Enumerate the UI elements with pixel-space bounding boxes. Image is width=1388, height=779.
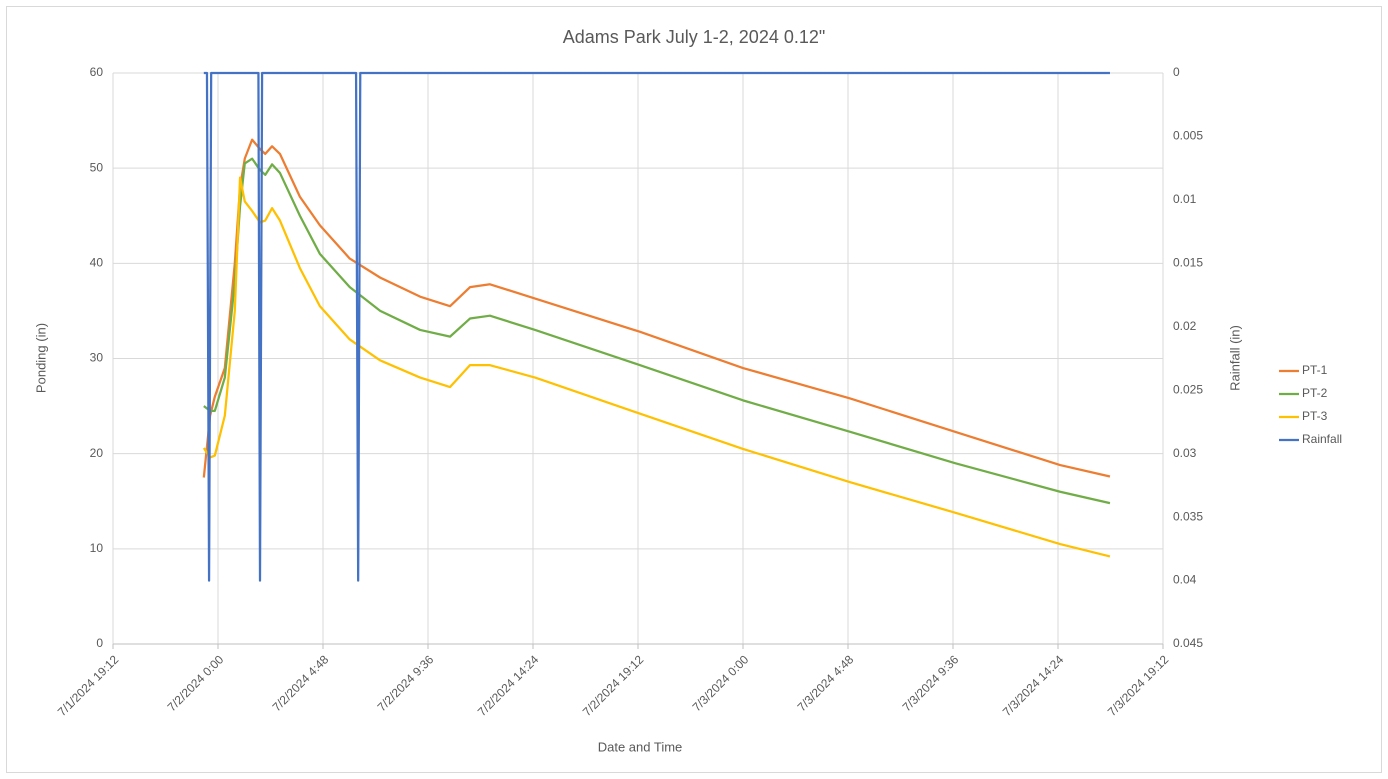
y2-tick-label: 0.04 (1173, 573, 1197, 587)
y2-tick-label: 0 (1173, 65, 1180, 79)
y-tick-label: 10 (90, 541, 104, 555)
y-axis-title: Ponding (in) (33, 323, 48, 393)
y2-tick-label: 0.01 (1173, 192, 1197, 206)
y-tick-label: 0 (96, 636, 103, 650)
series-line (202, 176, 1111, 558)
y2-axis-title: Rainfall (in) (1227, 325, 1242, 391)
chart-border (6, 6, 1382, 773)
y-tick-label: 40 (90, 256, 104, 270)
y-tick-label: 30 (90, 351, 104, 365)
y2-tick-label: 0.035 (1173, 509, 1203, 523)
legend-label: PT-3 (1302, 409, 1328, 423)
series-line (203, 71, 1110, 582)
y2-tick-label: 0.015 (1173, 256, 1203, 270)
y2-tick-label: 0.025 (1173, 382, 1203, 396)
legend-label: PT-2 (1302, 386, 1328, 400)
y2-tick-label: 0.03 (1173, 446, 1197, 460)
y2-tick-label: 0.005 (1173, 129, 1203, 143)
x-axis-title: Date and Time (598, 739, 683, 754)
y-tick-label: 50 (90, 160, 104, 174)
y2-tick-label: 0.02 (1173, 319, 1197, 333)
legend-label: PT-1 (1302, 363, 1328, 377)
y-tick-label: 20 (90, 446, 104, 460)
chart-title: Adams Park July 1-2, 2024 0.12" (563, 27, 826, 47)
y2-tick-label: 0.045 (1173, 636, 1203, 650)
y-tick-label: 60 (90, 65, 104, 79)
legend-label: Rainfall (1302, 432, 1342, 446)
